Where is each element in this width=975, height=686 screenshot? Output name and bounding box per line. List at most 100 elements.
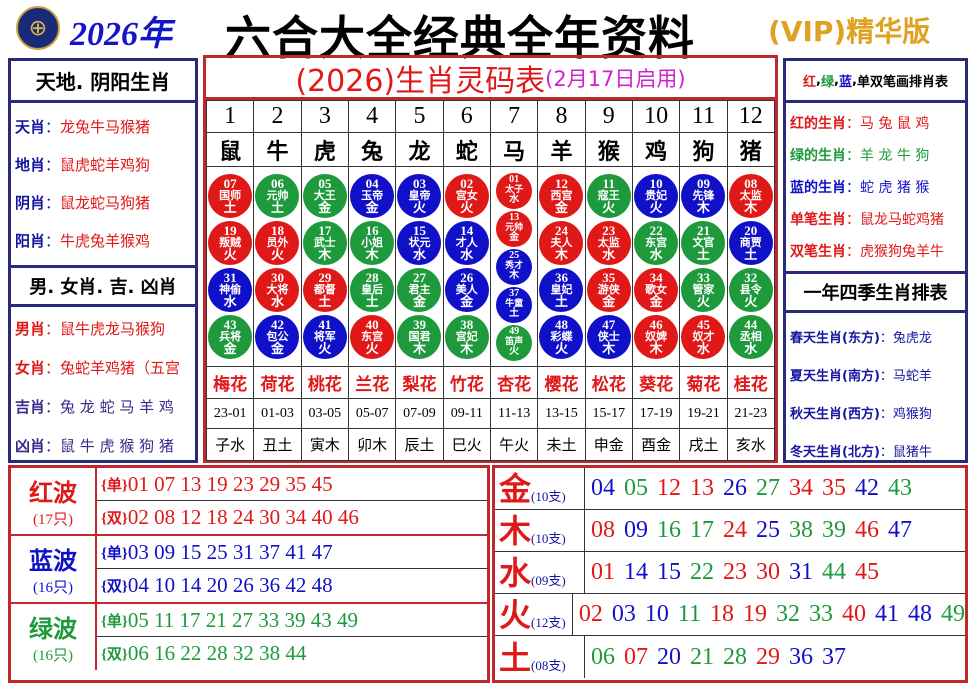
number-ball[interactable]: 10 贵妃火 xyxy=(634,174,679,218)
time-range: 05-07 xyxy=(347,398,397,429)
number-ball[interactable]: 11 寇王火 xyxy=(586,174,631,218)
flower-name: 桂花 xyxy=(726,366,776,399)
ball-element: 水 xyxy=(696,341,710,357)
number-ball[interactable]: 01 太子水 xyxy=(496,172,533,209)
ball-cell: 03 皇帝火 15 状元水 27 君主金 39 国君木 xyxy=(395,166,444,367)
list-value: 羊 龙 牛 狗 xyxy=(860,148,930,164)
number-ball[interactable]: 30 大将水 xyxy=(255,268,300,312)
lottery-emblem-icon: ⊕ xyxy=(16,6,60,50)
ball-cell: 11 寇王火 23 太监水 35 游侠金 47 侠士木 xyxy=(584,166,633,367)
ball-title: 皇后 xyxy=(361,283,384,297)
ball-element: 金 xyxy=(365,200,379,216)
ball-element: 木 xyxy=(554,247,568,263)
number-ball[interactable]: 19 叛贼火 xyxy=(208,221,253,265)
number-ball[interactable]: 04 玉帝金 xyxy=(350,174,395,218)
number-ball[interactable]: 39 国君木 xyxy=(397,315,442,359)
ball-title: 先锋 xyxy=(692,189,715,203)
ball-element: 火 xyxy=(649,200,663,216)
separator: ： xyxy=(879,444,893,460)
number-ball[interactable]: 46 奴婢木 xyxy=(634,315,679,359)
number-ball[interactable]: 20 商贾土 xyxy=(728,221,773,265)
number-ball[interactable]: 03 皇帝火 xyxy=(397,174,442,218)
ball-element: 土 xyxy=(318,294,332,310)
number-ball[interactable]: 49 笛声火 xyxy=(496,324,533,361)
number-ball[interactable]: 14 才人水 xyxy=(444,221,489,265)
list-item: 凶肖：鼠 牛 虎 猴 狗 猪 xyxy=(11,426,195,465)
number-ball[interactable]: 17 武士木 xyxy=(302,221,347,265)
number-ball[interactable]: 05 大王金 xyxy=(302,174,347,218)
ball-title: 国师 xyxy=(219,189,242,203)
ball-element: 土 xyxy=(554,294,568,310)
ball-element: 水 xyxy=(270,294,284,310)
flower-name: 梨花 xyxy=(395,366,444,399)
number-ball[interactable]: 28 皇后土 xyxy=(350,268,395,312)
element-numbers: 06 07 20 21 28 29 36 37 xyxy=(585,636,846,678)
number-ball[interactable]: 40 东宫火 xyxy=(350,315,395,359)
number-ball[interactable]: 07 国师土 xyxy=(208,174,253,218)
number-ball[interactable]: 34 歌女金 xyxy=(634,268,679,312)
number-ball[interactable]: 26 美人金 xyxy=(444,268,489,312)
ball-title: 兵将 xyxy=(219,330,242,344)
number-ball[interactable]: 32 县令火 xyxy=(728,268,773,312)
wave-count: (16只) xyxy=(33,580,73,596)
number-ball[interactable]: 25 秀才木 xyxy=(496,248,533,285)
element-number: 49 xyxy=(941,601,965,627)
wave-count: (16只) xyxy=(33,648,73,664)
wave-name: 蓝波 xyxy=(29,547,77,575)
list-key: 阳肖 xyxy=(15,231,46,250)
ball-title: 寇王 xyxy=(597,189,620,203)
ball-number: 08 xyxy=(744,175,758,191)
number-ball[interactable]: 33 管家火 xyxy=(681,268,726,312)
parity-label: {单} xyxy=(101,477,128,494)
list-key: 夏天生肖(南方) xyxy=(790,368,880,384)
number-ball[interactable]: 22 东宫水 xyxy=(634,221,679,265)
number-ball[interactable]: 45 奴才水 xyxy=(681,315,726,359)
list-item: 春天生肖(东方)：兔虎龙 xyxy=(786,317,965,355)
number-ball[interactable]: 37 牛童土 xyxy=(496,286,533,323)
number-ball[interactable]: 21 文官土 xyxy=(681,221,726,265)
time-range: 19-21 xyxy=(679,398,728,429)
number-ball[interactable]: 43 兵将金 xyxy=(208,315,253,359)
number-ball[interactable]: 09 先锋木 xyxy=(681,174,726,218)
element-number: 42 xyxy=(855,475,879,501)
number-ball[interactable]: 29 都督土 xyxy=(302,268,347,312)
ball-number: 34 xyxy=(649,269,663,285)
element-number: 26 xyxy=(723,475,747,501)
number-ball[interactable]: 47 侠士木 xyxy=(586,315,631,359)
number-ball[interactable]: 42 包公金 xyxy=(255,315,300,359)
number-ball[interactable]: 16 小姐木 xyxy=(350,221,395,265)
number-ball[interactable]: 27 君主金 xyxy=(397,268,442,312)
ball-cell: 10 贵妃火 22 东宫水 34 歌女金 46 奴婢木 xyxy=(631,166,681,367)
separator: ： xyxy=(45,398,61,416)
number-ball[interactable]: 41 将军火 xyxy=(302,315,347,359)
ball-title: 神偷 xyxy=(219,283,242,297)
wave-label: 红波 (17只) xyxy=(11,468,97,534)
number-ball[interactable]: 48 彩蝶火 xyxy=(539,315,584,359)
ball-number: 06 xyxy=(270,175,284,191)
separator: ： xyxy=(846,180,860,196)
ball-number: 33 xyxy=(696,269,710,285)
parity-label: {双} xyxy=(101,579,128,595)
number-ball[interactable]: 44 丞相水 xyxy=(728,315,773,359)
number-ball[interactable]: 02 宫女火 xyxy=(444,174,489,218)
number-ball[interactable]: 12 西宫金 xyxy=(539,174,584,218)
list-value: 鼠猪牛 xyxy=(892,444,932,460)
ball-title: 奴婢 xyxy=(645,330,668,344)
number-ball[interactable]: 15 状元水 xyxy=(397,221,442,265)
number-ball[interactable]: 31 神偷水 xyxy=(208,268,253,312)
number-ball[interactable]: 23 太监水 xyxy=(586,221,631,265)
number-ball[interactable]: 13 元帅金 xyxy=(496,210,533,247)
ball-number: 10 xyxy=(649,175,663,191)
number-ball[interactable]: 06 元帅土 xyxy=(255,174,300,218)
vip-label: (VIP)精华版 xyxy=(768,15,931,48)
list-key: 阴肖 xyxy=(15,193,46,212)
number-ball[interactable]: 18 员外火 xyxy=(255,221,300,265)
list-item: 夏天生肖(南方)：马蛇羊 xyxy=(786,355,965,393)
number-ball[interactable]: 08 太监木 xyxy=(728,174,773,218)
ball-number: 15 xyxy=(412,222,426,238)
number-ball[interactable]: 24 夫人木 xyxy=(539,221,584,265)
element-label: 土 (08支) xyxy=(495,636,585,678)
number-ball[interactable]: 36 皇妃土 xyxy=(539,268,584,312)
number-ball[interactable]: 38 宫妃木 xyxy=(444,315,489,359)
number-ball[interactable]: 35 游侠金 xyxy=(586,268,631,312)
